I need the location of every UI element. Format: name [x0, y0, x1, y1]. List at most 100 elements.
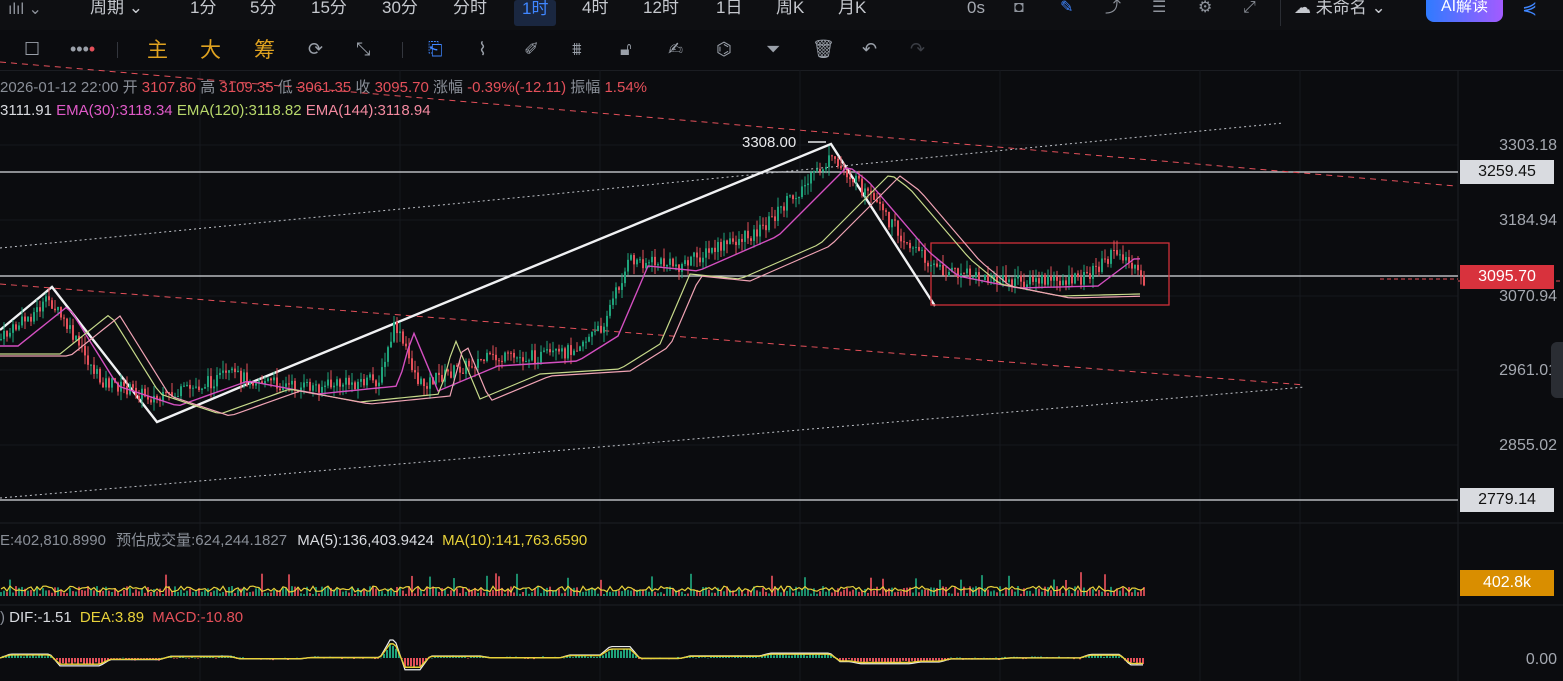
- candle-body: [573, 350, 575, 355]
- volume-bar: [540, 593, 542, 596]
- macd-bar: [5, 656, 7, 658]
- main-indicator-button[interactable]: 主: [147, 39, 168, 62]
- volume-bar: [258, 587, 260, 596]
- volume-bar: [192, 591, 194, 596]
- redo-icon[interactable]: ↷: [910, 39, 926, 59]
- interval-week[interactable]: 周K: [776, 0, 805, 17]
- macd-bar: [41, 655, 43, 658]
- candle-body: [1083, 272, 1085, 285]
- share-icon[interactable]: ⋞: [1522, 0, 1538, 18]
- trash-icon[interactable]: 🗑︎: [812, 39, 835, 59]
- interval-5m[interactable]: 5分: [250, 0, 277, 17]
- text-tool-icon[interactable]: ⎗: [428, 39, 443, 59]
- volume-bar: [786, 591, 788, 596]
- candle-body: [852, 179, 854, 183]
- big-indicator-button[interactable]: 大: [200, 39, 221, 62]
- list-icon[interactable]: ☰: [1152, 0, 1167, 16]
- undo-icon[interactable]: ↶: [862, 39, 878, 59]
- macd-bar: [467, 658, 469, 659]
- candle-body: [681, 263, 683, 272]
- divider: [117, 42, 118, 58]
- interval-1d[interactable]: 1日: [716, 0, 743, 17]
- chart-type-icon[interactable]: ılıl ⌄: [8, 1, 42, 18]
- candle-body: [639, 259, 641, 261]
- interval-timeshare[interactable]: 分时: [453, 0, 487, 17]
- volume-bar: [453, 578, 455, 596]
- volume-bar: [1044, 586, 1046, 596]
- candlesticks: [0, 145, 1145, 411]
- volume-bar: [1008, 575, 1010, 596]
- volume-bar: [90, 589, 92, 596]
- macd-bar: [125, 658, 127, 660]
- ruler-icon[interactable]: ⌇: [478, 39, 487, 59]
- period-dropdown[interactable]: 周期 ⌄: [90, 0, 143, 17]
- volume-bar: [624, 589, 626, 596]
- volume-bar: [414, 593, 416, 596]
- macd-bar: [419, 658, 421, 667]
- macd-bar: [959, 657, 961, 658]
- crosshair-icon[interactable]: ⤴: [1105, 0, 1122, 16]
- square-icon[interactable]: ☐: [24, 39, 41, 59]
- side-panel-handle[interactable]: [1551, 342, 1563, 398]
- volume-bar: [1080, 572, 1082, 596]
- interval-1h[interactable]: 1时: [514, 0, 557, 26]
- cursor-tool-icon[interactable]: ⤡: [356, 39, 371, 59]
- volume-bar: [360, 590, 362, 596]
- candle-body: [378, 382, 380, 387]
- volume-bar: [9, 579, 11, 596]
- magnet-icon[interactable]: ⌬: [716, 39, 732, 59]
- interval-30m[interactable]: 30分: [382, 0, 418, 17]
- candle-body: [24, 316, 26, 322]
- candle-body: [294, 380, 296, 392]
- chips-indicator-button[interactable]: 筹: [254, 39, 275, 62]
- volume-bar: [645, 590, 647, 596]
- candle-body: [144, 388, 146, 397]
- candle-body: [267, 378, 269, 382]
- interval-month[interactable]: 月K: [838, 0, 867, 17]
- cloud-icon: ☁: [1294, 0, 1311, 17]
- camera-icon[interactable]: ◘: [1014, 0, 1024, 16]
- ai-interpret-button[interactable]: AI解读: [1426, 0, 1503, 22]
- pen-icon[interactable]: ✎: [1060, 0, 1074, 16]
- candle-body: [576, 350, 578, 352]
- volume-bar: [144, 592, 146, 596]
- candle-body: [558, 348, 560, 352]
- more-icon[interactable]: ••••: [70, 39, 96, 59]
- volume-bar: [183, 592, 185, 596]
- candle-body: [936, 263, 938, 267]
- candles-icon[interactable]: ⩩: [572, 39, 582, 59]
- volume-bar: [591, 588, 593, 596]
- dea-line: [0, 643, 1143, 668]
- volume-bar: [1065, 579, 1067, 596]
- volume-bar: [603, 593, 605, 596]
- volume-bar: [357, 587, 359, 596]
- fullscreen-icon[interactable]: ⤢: [1243, 0, 1256, 16]
- volume-bar: [987, 589, 989, 596]
- interval-1m[interactable]: 1分: [190, 0, 217, 17]
- edit-icon[interactable]: ✍: [668, 39, 684, 59]
- interval-12h[interactable]: 12时: [643, 0, 679, 17]
- filter-icon[interactable]: ⏷: [766, 39, 781, 59]
- macd-bar: [413, 658, 415, 668]
- interval-15m[interactable]: 15分: [311, 0, 347, 17]
- candle-body: [834, 156, 836, 159]
- macd-bar: [626, 649, 628, 658]
- candle-body: [318, 384, 320, 393]
- volume-bar: [1059, 589, 1061, 596]
- macd-bar: [692, 657, 694, 658]
- brush-icon[interactable]: ✐: [524, 39, 540, 59]
- candle-body: [528, 360, 530, 362]
- candle-body: [927, 262, 929, 267]
- volume-bar: [1050, 590, 1052, 596]
- layout-dropdown[interactable]: ☁ 未命名 ⌄: [1294, 0, 1386, 17]
- volume-bar: [1017, 586, 1019, 596]
- candle-body: [195, 386, 197, 388]
- settings-icon[interactable]: ⚙: [1198, 0, 1213, 16]
- interval-4h[interactable]: 4时: [582, 0, 609, 17]
- lock-icon[interactable]: 🔓︎: [620, 39, 632, 59]
- sync-icon[interactable]: ⟳: [308, 39, 324, 59]
- candle-body: [888, 211, 890, 228]
- macd-bar: [173, 658, 175, 659]
- volume-bar: [0, 592, 2, 596]
